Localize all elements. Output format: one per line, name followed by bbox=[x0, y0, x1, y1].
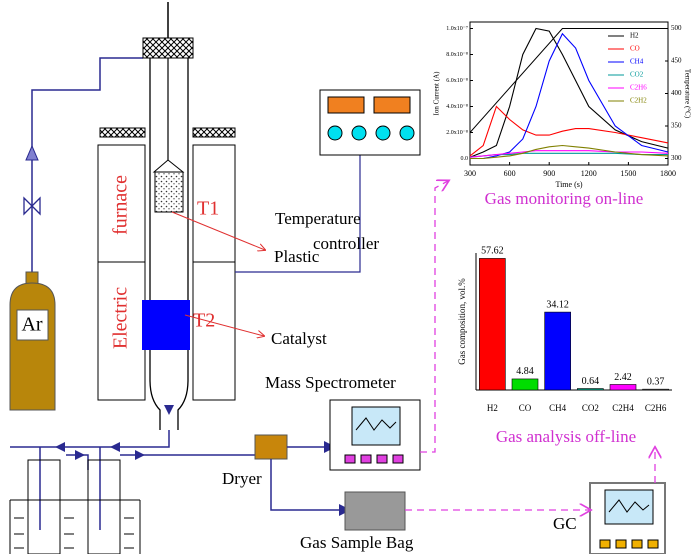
furnace-label: furnace bbox=[110, 175, 132, 235]
reactor-tube bbox=[150, 58, 188, 430]
bar bbox=[610, 384, 636, 390]
value-label: 2.42 bbox=[614, 372, 632, 383]
value-label: 34.12 bbox=[546, 299, 569, 310]
x-tick-label: H2 bbox=[487, 403, 498, 413]
x-tick-label: C2H4 bbox=[612, 403, 634, 413]
display bbox=[374, 97, 410, 113]
series-line bbox=[470, 107, 668, 156]
reactor-cap bbox=[143, 38, 193, 58]
insulation bbox=[193, 128, 235, 137]
y-tick-label: 4.0x10⁻⁸ bbox=[446, 104, 468, 110]
plastic-sample bbox=[155, 172, 183, 212]
y-tick-label: 6.0x10⁻⁸ bbox=[446, 78, 468, 84]
bar bbox=[479, 258, 505, 390]
dryer-label: Dryer bbox=[222, 469, 262, 488]
page: Ar furnace Electric T1 T2 Plastic Cataly… bbox=[0, 0, 691, 554]
y2-tick-label: 350 bbox=[671, 122, 682, 130]
y2-tick-label: 450 bbox=[671, 57, 682, 65]
x-tick-label: CH4 bbox=[549, 403, 567, 413]
basket-top bbox=[154, 160, 183, 172]
furnace-label: Electric bbox=[110, 287, 132, 349]
water bbox=[14, 518, 134, 548]
controller-label: Temperature bbox=[275, 209, 361, 228]
legend-label: C2H2 bbox=[630, 97, 647, 105]
flow-arrow bbox=[164, 405, 174, 415]
x-tick-label: 600 bbox=[504, 169, 516, 178]
legend-label: CH4 bbox=[630, 58, 644, 66]
value-label: 57.62 bbox=[481, 246, 504, 257]
link bbox=[420, 181, 448, 452]
x-tick-label: C2H6 bbox=[645, 403, 667, 413]
legend-label: H2 bbox=[630, 32, 639, 40]
x-tick-label: CO2 bbox=[582, 403, 599, 413]
y-axis-label: Ion Current (A) bbox=[433, 71, 441, 116]
value-label: 4.84 bbox=[516, 366, 534, 377]
y-tick-label: 0.0 bbox=[461, 156, 469, 162]
y-tick-label: 8.0x10⁻⁸ bbox=[446, 52, 468, 58]
dryer bbox=[255, 435, 287, 459]
y2-axis-label: Temperature (°C) bbox=[683, 69, 691, 119]
gc-label: GC bbox=[553, 514, 577, 533]
furnace-right bbox=[193, 145, 235, 400]
caption: Gas monitoring on-line bbox=[485, 189, 644, 208]
insulation bbox=[100, 128, 145, 137]
caption: Gas analysis off-line bbox=[496, 427, 636, 446]
x-axis-label: Time (s) bbox=[555, 180, 582, 189]
cylinder-valve bbox=[26, 272, 38, 284]
x-tick-label: 1500 bbox=[620, 169, 636, 178]
controller-label: controller bbox=[313, 234, 379, 253]
value-label: 0.37 bbox=[647, 376, 665, 387]
gas-line bbox=[10, 430, 169, 447]
charts: 300 600 900 1200 1500 1800 0.0 2.0x10⁻⁸ 4.0x10⁻⁸… bbox=[433, 22, 691, 446]
legend-label: CO bbox=[630, 45, 640, 53]
ar-label: Ar bbox=[21, 314, 42, 336]
x-tick-label: 300 bbox=[464, 169, 476, 178]
value-label: 0.64 bbox=[582, 376, 600, 387]
bar bbox=[512, 379, 538, 390]
x-tick-label: CO bbox=[519, 403, 532, 413]
t1-label: T1 bbox=[197, 198, 219, 220]
ms-label: Mass Spectrometer bbox=[265, 373, 396, 392]
flow-meter bbox=[26, 146, 38, 160]
y2-tick-label: 300 bbox=[671, 154, 682, 162]
screen bbox=[605, 490, 653, 524]
catalyst-bed bbox=[142, 300, 190, 350]
y-axis-label: Gas composition, vol.% bbox=[457, 278, 467, 365]
display bbox=[328, 97, 364, 113]
y2-tick-label: 500 bbox=[671, 24, 682, 32]
bar bbox=[545, 312, 571, 390]
gas-sample-bag bbox=[345, 492, 405, 530]
x-tick-label: 1200 bbox=[581, 169, 597, 178]
bar bbox=[643, 389, 669, 390]
ar-cylinder bbox=[10, 283, 55, 410]
bar bbox=[577, 389, 603, 390]
legend-label: C2H6 bbox=[630, 84, 647, 92]
x-tick-label: 1800 bbox=[660, 169, 676, 178]
x-tick-label: 900 bbox=[543, 169, 555, 178]
diagram: Ar furnace Electric T1 T2 Plastic Cataly… bbox=[0, 0, 691, 554]
y-tick-label: 2.0x10⁻⁸ bbox=[446, 130, 468, 136]
y-tick-label: 1.0x10⁻⁷ bbox=[446, 26, 468, 32]
legend-label: CO2 bbox=[630, 71, 644, 79]
y2-tick-label: 400 bbox=[671, 89, 682, 97]
bubbler bbox=[88, 460, 120, 554]
bubbler bbox=[28, 460, 60, 554]
catalyst-label: Catalyst bbox=[271, 329, 327, 348]
bag-label: Gas Sample Bag bbox=[300, 533, 414, 552]
